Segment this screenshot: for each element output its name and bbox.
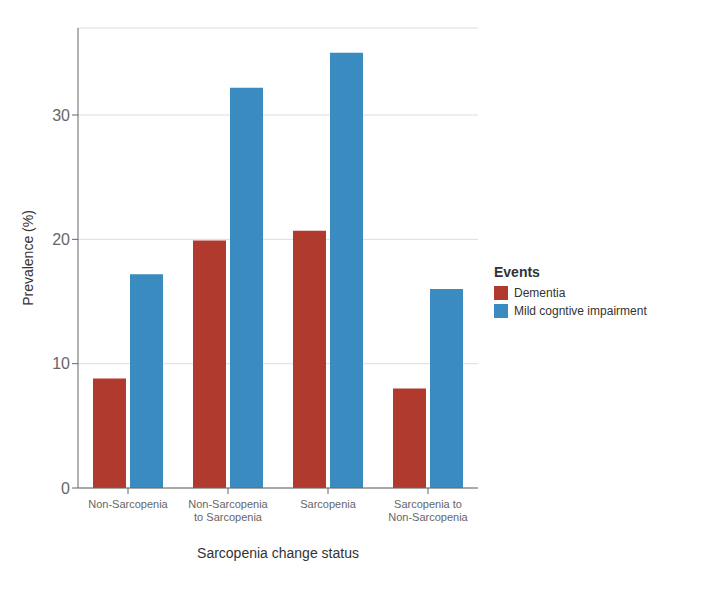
- html-text:Events: Events: [494, 264, 540, 280]
- svg-text:20: 20: [52, 231, 70, 248]
- svg-text:30: 30: [52, 107, 70, 124]
- svg-text:Non-Sarcopenia: Non-Sarcopenia: [88, 498, 168, 510]
- html-text:Mild cogntive impairment: Mild cogntive impairment: [514, 304, 647, 318]
- html-text:Dementia: Dementia: [514, 286, 566, 300]
- svg-text:Prevalence (%): Prevalence (%): [20, 210, 36, 306]
- svg-text:10: 10: [52, 355, 70, 372]
- svg-text:Sarcopenia: Sarcopenia: [300, 498, 357, 510]
- svg-text:Sarcopenia toNon-Sarcopenia: Sarcopenia toNon-Sarcopenia: [388, 498, 468, 523]
- svg-text:Non-Sarcopeniato Sarcopenia: Non-Sarcopeniato Sarcopenia: [188, 498, 268, 523]
- svg-text:Sarcopenia change status: Sarcopenia change status: [197, 545, 359, 561]
- svg-text:0: 0: [61, 480, 70, 497]
